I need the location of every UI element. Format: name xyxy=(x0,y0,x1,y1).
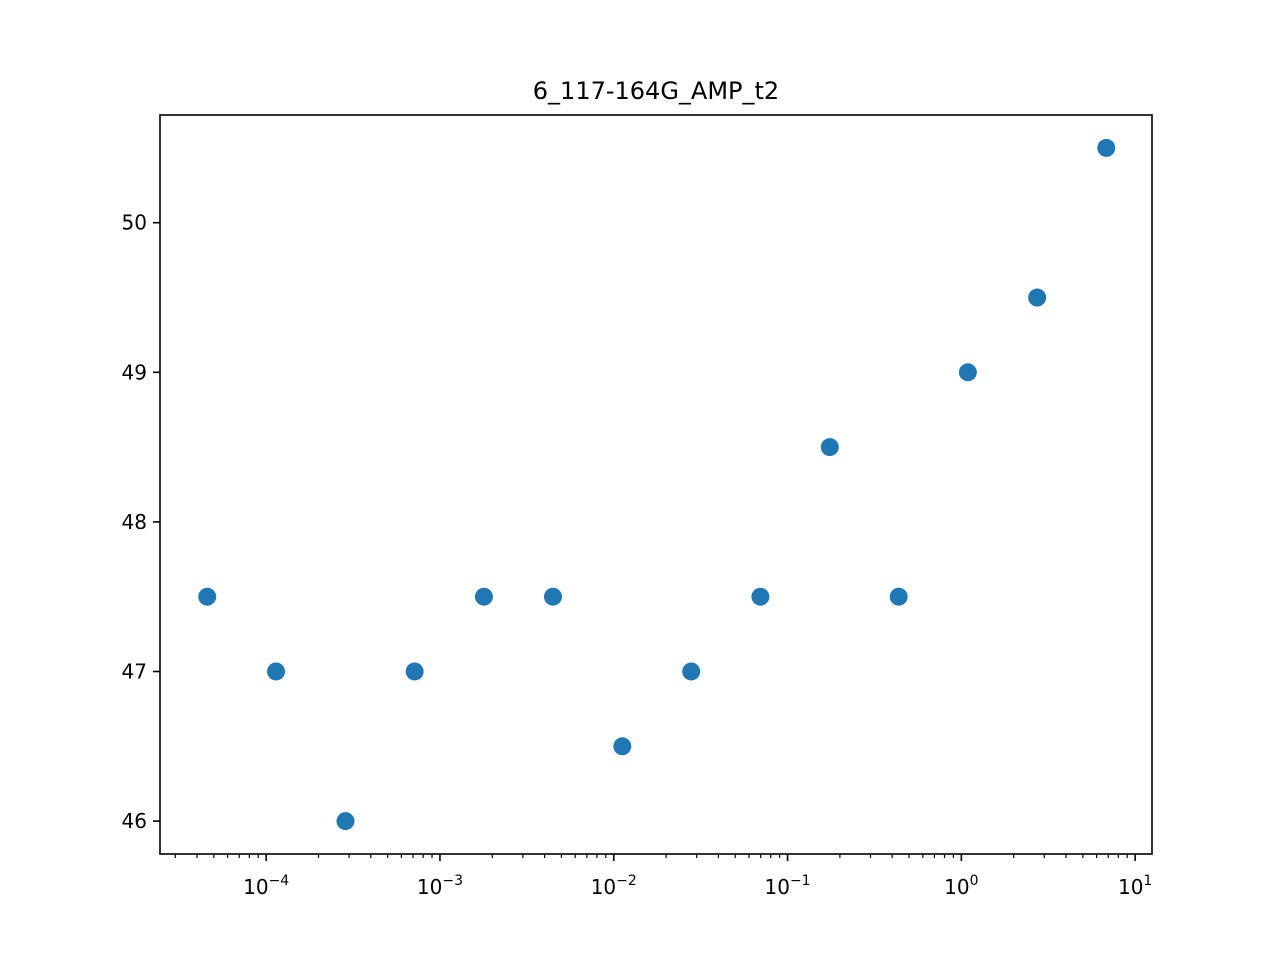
y-tick-label: 49 xyxy=(122,360,147,384)
chart-title: 6_117-164G_AMP_t2 xyxy=(533,77,779,105)
y-tick-label: 50 xyxy=(122,211,147,235)
data-point xyxy=(1097,138,1116,157)
data-point xyxy=(958,363,977,382)
data-point xyxy=(1028,288,1047,307)
x-tick-label-exponent: −3 xyxy=(442,873,463,889)
y-tick-label: 48 xyxy=(122,510,147,534)
data-points xyxy=(198,138,1116,831)
x-tick-label: 101 xyxy=(1118,873,1152,899)
x-tick-label-base: 10 xyxy=(944,875,969,899)
x-tick-label-exponent: 1 xyxy=(1143,873,1152,889)
data-point xyxy=(405,662,424,681)
x-tick-label: 10−4 xyxy=(243,873,289,899)
data-point xyxy=(820,438,839,457)
data-point xyxy=(613,737,632,756)
x-tick-label-exponent: −4 xyxy=(269,873,290,889)
y-tick-label: 46 xyxy=(122,809,147,833)
x-tick-label-exponent: −2 xyxy=(616,873,637,889)
x-tick-label: 10−3 xyxy=(417,873,463,899)
y-axis-ticks: 46 47 48 49 50 xyxy=(122,211,160,833)
data-point xyxy=(267,662,286,681)
x-tick-label-exponent: −1 xyxy=(790,873,811,889)
x-tick-label-base: 10 xyxy=(591,875,616,899)
x-tick-label-base: 10 xyxy=(417,875,442,899)
x-tick-label: 10−1 xyxy=(765,873,811,899)
data-point xyxy=(543,587,562,606)
x-tick-label-base: 10 xyxy=(243,875,268,899)
x-tick-label-base: 10 xyxy=(765,875,790,899)
plot-frame xyxy=(159,114,1153,855)
data-point xyxy=(336,812,355,831)
x-tick-label: 10−2 xyxy=(591,873,637,899)
data-point xyxy=(198,587,217,606)
x-tick-label-exponent: 0 xyxy=(970,873,979,889)
x-axis-ticks: 10−4 10−3 10−2 10−1 100 101 xyxy=(243,854,1152,899)
data-point xyxy=(474,587,493,606)
data-point xyxy=(889,587,908,606)
x-tick-label: 100 xyxy=(944,873,978,899)
y-tick-label: 47 xyxy=(122,659,147,683)
data-point xyxy=(751,587,770,606)
x-tick-label-base: 10 xyxy=(1118,875,1143,899)
data-point xyxy=(682,662,701,681)
